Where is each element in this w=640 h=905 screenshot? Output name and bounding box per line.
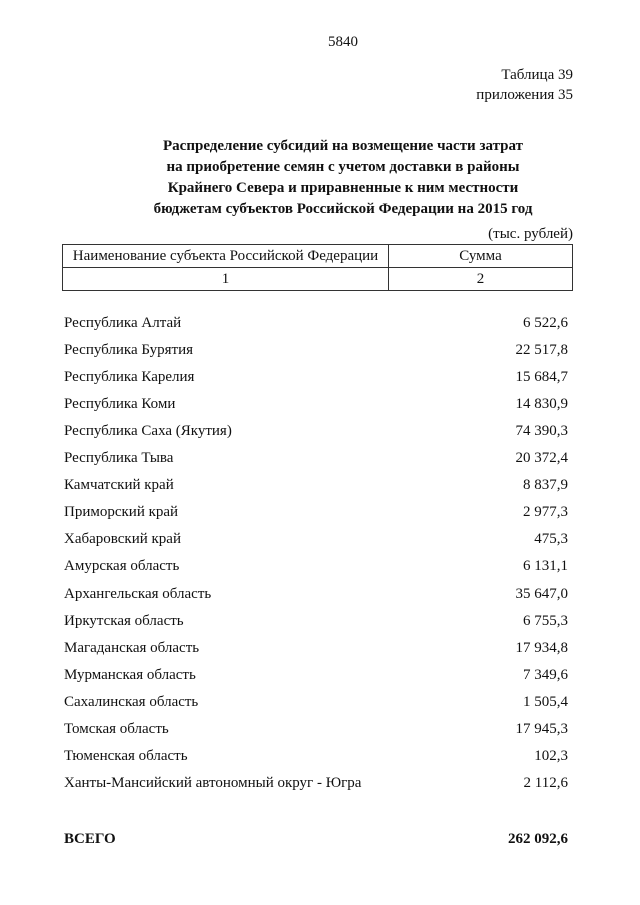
region-name: Республика Коми <box>64 396 176 413</box>
units-label: (тыс. рублей) <box>488 226 573 242</box>
region-name: Томская область <box>64 720 169 737</box>
region-name: Камчатский край <box>64 477 174 494</box>
region-value: 8 837,9 <box>523 477 568 494</box>
table-row: Амурская область 6 131,1 <box>64 558 568 578</box>
region-value: 22 517,8 <box>515 342 569 359</box>
region-name: Приморский край <box>64 504 179 521</box>
region-value: 35 647,0 <box>515 585 569 602</box>
title-line: на приобретение семян с учетом доставки … <box>166 159 520 175</box>
page-number: 5840 <box>328 34 358 50</box>
table-row: Приморский край 2 977,3 <box>64 504 568 524</box>
appendix-label: приложения 35 <box>476 87 573 103</box>
table-row: Мурманская область 7 349,6 <box>64 667 568 687</box>
column-number: 1 <box>62 267 389 291</box>
table-row: Хабаровский край 475,3 <box>64 531 568 551</box>
table-header: Наименование субъекта Российской Федерац… <box>62 244 573 291</box>
table-row: Камчатский край 8 837,9 <box>64 477 568 497</box>
column-number: 2 <box>388 267 573 291</box>
table-row: Республика Карелия 15 684,7 <box>64 369 568 389</box>
region-value: 2 112,6 <box>523 774 568 791</box>
region-name: Республика Тыва <box>64 450 174 467</box>
region-value: 1 505,4 <box>523 693 568 710</box>
table-row: Тюменская область 102,3 <box>64 748 568 768</box>
title-line: Распределение субсидий на возмещение час… <box>163 138 523 154</box>
region-name: Тюменская область <box>64 747 188 764</box>
region-name: Ханты-Мансийский автономный округ - Югра <box>64 774 362 791</box>
table-row: Иркутская область 6 755,3 <box>64 613 568 633</box>
region-value: 6 755,3 <box>523 612 568 629</box>
region-value: 475,3 <box>534 531 568 548</box>
region-value: 6 522,6 <box>523 315 568 331</box>
table-row: Республика Алтай 6 522,6 <box>64 315 568 335</box>
table-row: Республика Коми 14 830,9 <box>64 396 568 416</box>
document-title: Распределение субсидий на возмещение час… <box>0 136 640 220</box>
total-label: ВСЕГО <box>64 831 116 847</box>
table-label: Таблица 39 <box>501 67 573 83</box>
region-name: Амурская область <box>64 558 180 575</box>
region-name: Республика Бурятия <box>64 342 194 359</box>
table-row: Республика Саха (Якутия) 74 390,3 <box>64 423 568 443</box>
region-name: Мурманская область <box>64 666 196 683</box>
region-value: 102,3 <box>534 747 568 764</box>
title-line: бюджетам субъектов Российской Федерации … <box>153 201 533 217</box>
region-name: Республика Саха (Якутия) <box>64 423 232 440</box>
column-header-sum: Сумма <box>388 244 573 268</box>
title-line: Крайнего Севера и приравненные к ним мес… <box>167 180 519 196</box>
region-name: Магаданская область <box>64 639 200 656</box>
region-value: 6 131,1 <box>523 558 568 575</box>
table-row: Магаданская область 17 934,8 <box>64 640 568 660</box>
region-value: 17 945,3 <box>515 720 569 737</box>
region-value: 20 372,4 <box>515 450 569 467</box>
region-value: 74 390,3 <box>515 423 569 440</box>
table-row: Сахалинская область 1 505,4 <box>64 694 568 714</box>
total-row: ВСЕГО 262 092,6 <box>64 831 568 851</box>
column-header-name: Наименование субъекта Российской Федерац… <box>62 244 389 268</box>
total-value: 262 092,6 <box>508 831 568 847</box>
region-name: Сахалинская область <box>64 693 199 710</box>
table-row: Ханты-Мансийский автономный округ - Югра… <box>64 775 568 795</box>
table-row: Архангельская область 35 647,0 <box>64 586 568 606</box>
region-value: 2 977,3 <box>523 504 568 521</box>
table-row: Республика Бурятия 22 517,8 <box>64 342 568 362</box>
region-name: Иркутская область <box>64 612 184 629</box>
table-row: Республика Тыва 20 372,4 <box>64 450 568 470</box>
region-value: 7 349,6 <box>523 666 568 683</box>
region-name: Республика Карелия <box>64 369 195 386</box>
region-name: Хабаровский край <box>64 531 181 548</box>
region-value: 15 684,7 <box>515 369 569 386</box>
region-value: 17 934,8 <box>515 639 569 656</box>
region-value: 14 830,9 <box>515 396 569 413</box>
table-row: Томская область 17 945,3 <box>64 721 568 741</box>
region-name: Архангельская область <box>64 585 212 602</box>
region-name: Республика Алтай <box>64 315 182 331</box>
